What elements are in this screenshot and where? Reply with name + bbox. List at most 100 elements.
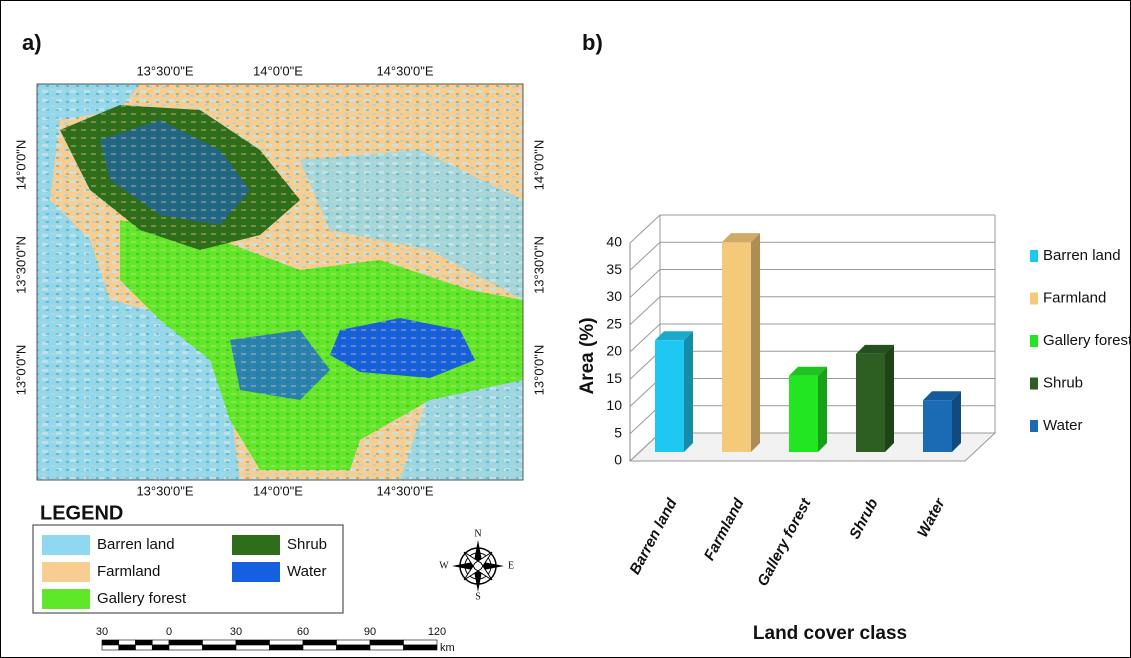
legend-swatch [42,589,90,609]
legend-swatch [1030,335,1038,347]
bar-side [684,331,693,452]
map-texture [37,84,523,480]
x-tick-label: Gallery forest [754,495,815,589]
legend-swatch [42,535,90,555]
scale-seg [302,644,337,651]
legend-label: Water [287,563,326,580]
bar-side [818,366,827,452]
x-tick-label: Water [914,495,949,541]
legend-label: Farmland [1043,289,1106,306]
legend-swatch [1030,250,1038,262]
bar [856,353,885,452]
legend-label: Shrub [287,536,327,553]
scale-seg [151,639,170,646]
grid-line [629,296,995,326]
bar-top [722,233,760,243]
x-tick-label: Farmland [701,495,748,563]
lat-label: 13°30'0"N [13,236,28,294]
y-tick-label: 0 [614,452,622,468]
map [36,83,524,481]
compass-e: E [508,560,514,571]
bar-side [751,233,760,452]
scale-seg [235,644,270,651]
bar-top [655,331,693,341]
bar-top [856,344,894,354]
bar-top [789,366,827,376]
compass: N E S W [439,528,514,602]
x-tick-label: Shrub [846,496,881,542]
x-tick-label: Barren land [626,495,681,577]
y-tick-label: 5 [614,424,622,440]
scale-seg [101,639,120,646]
bar-top [923,391,961,401]
legend-label: Barren land [1043,247,1121,264]
map-border [36,83,524,481]
scale-seg [269,644,304,651]
scale-seg [369,644,404,651]
legend-swatch [42,562,90,582]
bar-side [952,391,961,452]
y-tick-label: 35 [606,261,622,277]
scale-seg [336,639,371,646]
bar [923,400,952,452]
legend-label: Barren land [97,536,175,553]
scale-seg [403,644,438,651]
scale-label: 60 [297,626,309,638]
lon-label: 13°30'0"E [136,63,193,78]
scale-seg [118,639,136,646]
bar [722,242,751,452]
lat-label: 14°0'0"N [531,140,546,191]
legend-label: Gallery forest [1043,332,1131,349]
lat-label: 13°0'0"N [13,345,28,396]
scale-seg [168,644,203,651]
y-tick-label: 10 [606,397,622,413]
scale-seg [235,639,270,646]
lon-label: 13°30'0"E [136,483,193,498]
y-tick-label: 40 [606,234,622,250]
y-tick-label: 15 [606,370,622,386]
scale-seg [202,639,237,646]
legend-swatch [1030,292,1038,305]
scale-label: 120 [428,626,446,638]
lat-label: 13°0'0"N [531,345,546,396]
compass-s: S [475,591,481,602]
y-tick-label: 30 [606,288,622,304]
compass-w: W [439,560,449,571]
scale-seg [302,639,337,646]
scale-seg [336,644,371,651]
scale-label: 30 [96,626,108,638]
lon-label: 14°0'0"E [253,483,303,498]
scale-seg [269,639,304,646]
bar [789,375,818,452]
legend-label: Gallery forest [97,590,187,607]
lon-label: 14°0'0"E [253,63,303,78]
scale-seg [135,639,153,646]
scale-seg [168,639,203,646]
x-axis-label: Land cover class [753,623,907,644]
lat-label: 14°0'0"N [13,140,28,191]
scale-seg [151,644,170,651]
scale-label: 90 [364,626,376,638]
lon-label: 14°30'0"E [376,63,433,78]
lat-label: 13°30'0"N [531,236,546,294]
legend-label: Shrub [1043,374,1083,391]
legend-label: Farmland [97,563,160,580]
legend-swatch [1030,420,1038,432]
scale-seg [101,644,120,651]
scale-seg [369,639,404,646]
scale-seg [118,644,136,651]
scale-seg [135,644,153,651]
legend-title: LEGEND [40,502,123,524]
y-tick-label: 25 [606,315,622,331]
compass-n: N [474,528,481,539]
lon-label: 14°30'0"E [376,483,433,498]
legend-label: Water [1043,417,1082,434]
legend-swatch [232,562,280,582]
panel-label: a) [22,30,42,55]
scale-label: 30 [230,626,242,638]
legend-swatch [232,535,280,555]
scale-seg [202,644,237,651]
y-axis-label: Area (%) [577,317,598,394]
scale-unit: km [440,642,455,654]
